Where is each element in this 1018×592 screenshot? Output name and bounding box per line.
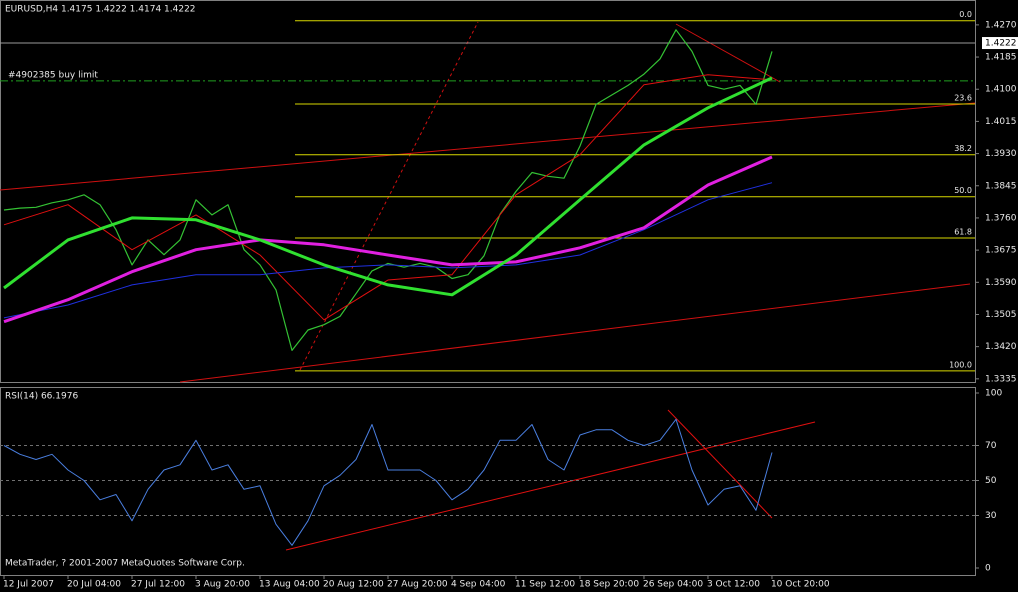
trend-line (0, 102, 976, 191)
y-tick-label: 1.3420 (985, 342, 1017, 352)
x-tick-label: 18 Sep 20:00 (579, 580, 639, 590)
series-line (3, 74, 773, 321)
fib-label: 0.0 (959, 10, 972, 19)
y-tick-label: 1.4270 (985, 20, 1017, 30)
x-tick-label: 20 Jul 04:00 (67, 580, 121, 590)
x-tick-label: 13 Aug 04:00 (259, 580, 320, 590)
fib-label: 23.6 (954, 93, 972, 102)
series-line (3, 182, 773, 319)
series-line (3, 155, 773, 324)
x-tick-label: 26 Sep 04:00 (643, 580, 703, 590)
rsi-pane-border (0, 387, 976, 576)
fib-trend-line (299, 21, 479, 371)
y-tick-label: 1.4015 (985, 117, 1017, 127)
y-tick-label: 70 (985, 441, 997, 451)
main-pane-border (0, 0, 976, 383)
x-tick-label: 3 Aug 20:00 (195, 580, 250, 590)
chart-title: EURUSD,H4 1.4175 1.4222 1.4174 1.4222 (5, 5, 196, 15)
y-tick-label: 1.3930 (985, 149, 1017, 159)
x-tick-label: 20 Aug 12:00 (323, 580, 384, 590)
y-tick-label: 1.3590 (985, 278, 1017, 288)
price-label-box (982, 37, 1018, 50)
x-tick-label: 11 Sep 12:00 (515, 580, 575, 590)
x-tick-label: 27 Aug 20:00 (387, 580, 448, 590)
fib-label: 61.8 (954, 228, 972, 237)
trend-line (675, 23, 781, 83)
y-tick-label: 1.3335 (985, 374, 1017, 384)
y-tick-label: 1.4100 (985, 85, 1017, 95)
fib-label: 100.0 (949, 360, 972, 369)
y-tick-label: 50 (985, 476, 997, 486)
y-tick-label: 1.3505 (985, 310, 1017, 320)
y-tick-label: 0 (985, 564, 991, 574)
copyright: MetaTrader, ? 2001-2007 MetaQuotes Softw… (5, 559, 245, 569)
price-label: 1.4222 (985, 39, 1017, 49)
order-label: #4902385 buy limit (8, 70, 98, 80)
series-line (3, 418, 773, 546)
fib-label: 50.0 (954, 186, 972, 195)
x-tick-label: 4 Sep 04:00 (451, 580, 506, 590)
rsi-title: RSI(14) 66.1976 (5, 392, 78, 402)
x-tick-label: 3 Oct 12:00 (707, 580, 760, 590)
series-line (3, 29, 773, 351)
rsi-trend-line (285, 421, 816, 551)
trend-line (179, 283, 971, 383)
x-tick-label: 12 Jul 2007 (3, 580, 54, 590)
fib-label: 38.2 (954, 144, 972, 153)
y-tick-label: 100 (985, 389, 1002, 399)
x-tick-label: 10 Oct 20:00 (771, 580, 830, 590)
series-line (3, 76, 773, 297)
y-tick-label: 1.4185 (985, 53, 1017, 63)
y-tick-label: 1.3675 (985, 246, 1017, 256)
x-tick-label: 27 Jul 12:00 (131, 580, 185, 590)
y-tick-label: 30 (985, 511, 997, 521)
y-tick-label: 1.3760 (985, 213, 1017, 223)
y-tick-label: 1.3845 (985, 181, 1017, 191)
rsi-trend-line (667, 409, 773, 519)
